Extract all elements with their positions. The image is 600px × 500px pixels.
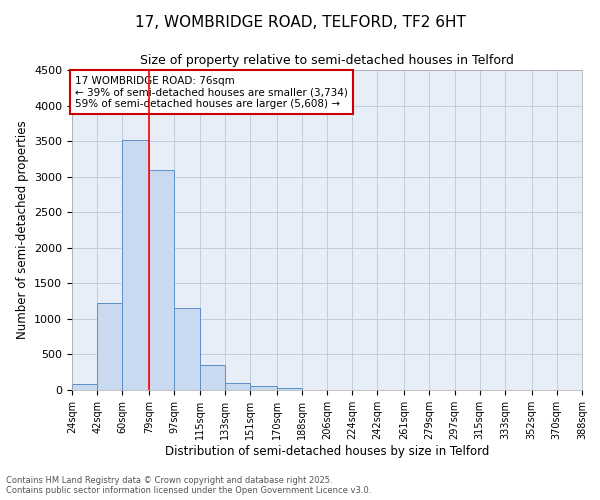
Bar bbox=[250, 386, 277, 390]
Y-axis label: Number of semi-detached properties: Number of semi-detached properties bbox=[16, 120, 29, 340]
Bar bbox=[122, 140, 149, 390]
Bar bbox=[225, 383, 250, 390]
Title: Size of property relative to semi-detached houses in Telford: Size of property relative to semi-detach… bbox=[140, 54, 514, 68]
Text: 17 WOMBRIDGE ROAD: 76sqm
← 39% of semi-detached houses are smaller (3,734)
59% o: 17 WOMBRIDGE ROAD: 76sqm ← 39% of semi-d… bbox=[75, 76, 347, 109]
X-axis label: Distribution of semi-detached houses by size in Telford: Distribution of semi-detached houses by … bbox=[165, 444, 489, 458]
Bar bbox=[199, 365, 225, 390]
Text: 17, WOMBRIDGE ROAD, TELFORD, TF2 6HT: 17, WOMBRIDGE ROAD, TELFORD, TF2 6HT bbox=[134, 15, 466, 30]
Bar bbox=[174, 308, 200, 390]
Bar bbox=[72, 384, 97, 390]
Bar bbox=[97, 303, 122, 390]
Bar bbox=[277, 388, 302, 390]
Text: Contains HM Land Registry data © Crown copyright and database right 2025.
Contai: Contains HM Land Registry data © Crown c… bbox=[6, 476, 371, 495]
Bar bbox=[149, 170, 174, 390]
